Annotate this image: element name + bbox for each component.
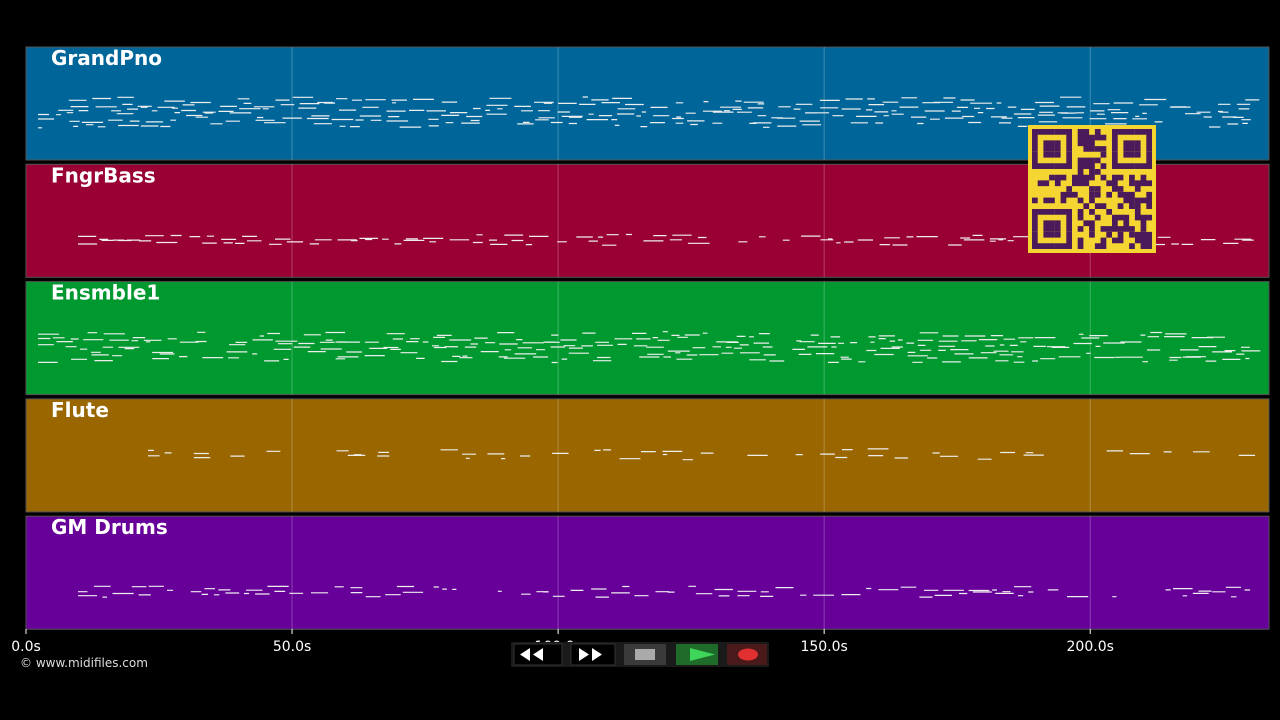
- note-texture: [38, 331, 1261, 364]
- qr-code: [1028, 125, 1156, 253]
- track-name: Flute: [51, 398, 109, 422]
- track-lane: [25, 515, 1270, 630]
- note-texture: [78, 585, 1251, 598]
- x-tick-label: 150.0s: [800, 639, 847, 655]
- x-tick-label: 200.0s: [1067, 639, 1114, 655]
- track-name: Ensmble1: [51, 281, 160, 305]
- rewind-button[interactable]: [513, 643, 563, 666]
- x-tick-label: 0.0s: [11, 639, 41, 655]
- track-name: FngrBass: [51, 163, 156, 187]
- record-button[interactable]: [727, 644, 767, 665]
- x-tick-label: 50.0s: [273, 639, 311, 655]
- note-texture: [148, 448, 1256, 461]
- qr-modules: [1032, 129, 1153, 250]
- track-lane: [25, 398, 1270, 513]
- transport-bar: [511, 642, 769, 667]
- stop-button[interactable]: [624, 644, 666, 665]
- track-lane: [25, 281, 1270, 396]
- play-button[interactable]: [676, 644, 718, 665]
- credit: © www.midifiles.com: [20, 656, 148, 670]
- track-name: GM Drums: [51, 515, 168, 539]
- fast-forward-button[interactable]: [570, 643, 616, 666]
- track-name: GrandPno: [51, 46, 162, 70]
- note-texture: [38, 96, 1260, 129]
